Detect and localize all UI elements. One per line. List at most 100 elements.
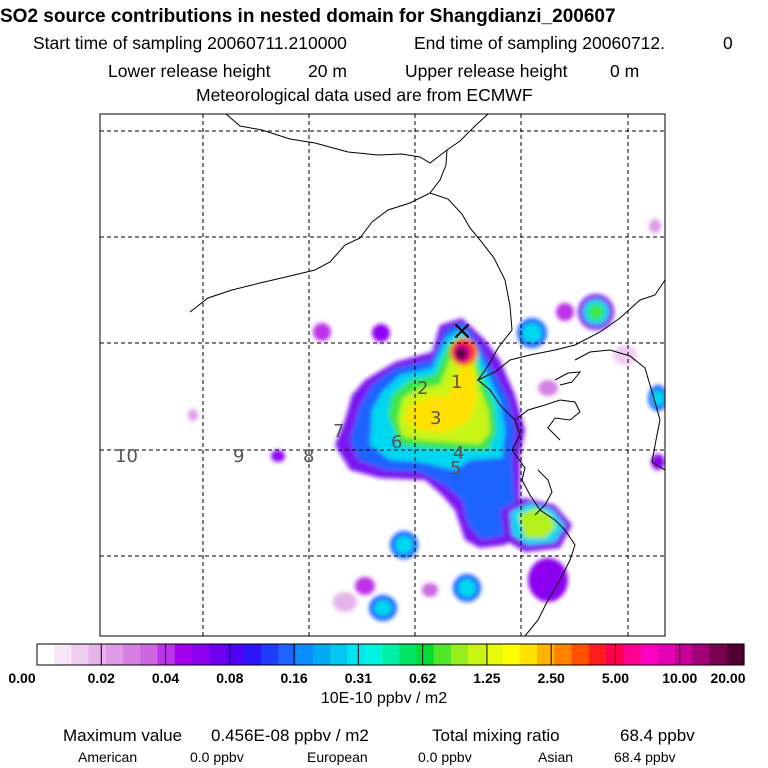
- blob: [588, 304, 604, 320]
- colorbar-cell: [519, 644, 538, 665]
- colorbar-cell: [675, 644, 693, 665]
- american-label: American: [78, 749, 138, 765]
- blob: [556, 303, 574, 321]
- colorbar-tick-label: 0.31: [345, 670, 372, 686]
- colorbar-cell: [450, 644, 469, 665]
- colorbar-cell: [485, 644, 504, 665]
- blob: [538, 380, 558, 396]
- asian-label: Asian: [538, 749, 574, 765]
- blob: [271, 450, 285, 462]
- colorbar-tick-label: 5.00: [602, 670, 629, 686]
- max-value-label: Maximum value: [63, 726, 183, 745]
- traj-label-6: 6: [391, 432, 402, 453]
- asian-value: 68.4 ppbv: [614, 749, 676, 765]
- upper-release-value: 0 m: [610, 61, 640, 81]
- blob: [651, 454, 665, 470]
- traj-label-3: 3: [430, 408, 441, 429]
- colorbar-cell: [312, 644, 331, 665]
- colorbar-cell: [433, 644, 452, 665]
- colorbar-cell: [261, 644, 280, 665]
- colorbar-tick-label: 0.62: [409, 670, 436, 686]
- colorbar-cell: [295, 644, 314, 665]
- plume-core-dark: [456, 348, 466, 360]
- colorbar-tick-label: 0.00: [8, 670, 35, 686]
- blob: [522, 323, 542, 343]
- colorbar-cell: [347, 644, 366, 665]
- colorbar-cell: [468, 644, 486, 665]
- colorbar: 0.00 0.02 0.04 0.08 0.16 0.31 0.62 1.25 2.50 5.00…: [8, 643, 746, 686]
- colorbar-cell: [105, 644, 124, 665]
- colorbar-cell: [537, 644, 555, 665]
- upper-release-label: Upper release height: [405, 61, 568, 81]
- colorbar-cell: [54, 644, 73, 665]
- colorbar-cell: [726, 644, 745, 665]
- plume-heatmap: [188, 219, 665, 621]
- traj-label-7: 7: [333, 421, 344, 442]
- colorbar-cell: [192, 644, 211, 665]
- american-value: 0.0 ppbv: [190, 749, 244, 765]
- start-time: Start time of sampling 20060711.210000: [33, 33, 347, 53]
- blob: [395, 536, 413, 554]
- coastlines: [189, 114, 665, 636]
- colorbar-tick-label: 0.08: [216, 670, 243, 686]
- colorbar-cell: [623, 644, 642, 665]
- total-mixing-label: Total mixing ratio: [432, 726, 560, 745]
- colorbar-cell: [416, 644, 435, 665]
- colorbar-frame: [36, 643, 745, 666]
- colorbar-tick-label: 0.16: [280, 670, 307, 686]
- blob: [313, 323, 331, 341]
- colorbar-cell: [381, 644, 400, 665]
- colorbar-unit: 10E-10 ppbv / m2: [320, 690, 448, 707]
- blob: [458, 579, 476, 597]
- colorbar-cell: [502, 644, 521, 665]
- traj-label-2: 2: [417, 378, 428, 399]
- colorbar-cell: [692, 644, 711, 665]
- colorbar-tick-label: 2.50: [538, 670, 565, 686]
- traj-label-4: 4: [453, 443, 464, 464]
- blob: [649, 219, 661, 233]
- blob: [188, 409, 198, 421]
- colorbar-cell: [588, 644, 607, 665]
- traj-label-8: 8: [303, 446, 314, 467]
- grid-lines: [100, 114, 665, 636]
- end-time-value: 0: [723, 33, 733, 53]
- traj-label-5: 5: [450, 458, 461, 479]
- met-data-source: Meteorological data used are from ECMWF: [196, 85, 533, 105]
- station-marker: ×: [451, 316, 473, 346]
- colorbar-cell: [554, 644, 573, 665]
- european-label: European: [307, 749, 368, 765]
- colorbar-tick-label: 10.00: [662, 670, 697, 686]
- colorbar-cell: [37, 644, 55, 665]
- lower-release-value: 20 m: [308, 61, 347, 81]
- colorbar-cell: [657, 644, 676, 665]
- colorbar-cell: [123, 644, 142, 665]
- blob: [374, 600, 392, 616]
- blob: [422, 583, 438, 597]
- colorbar-cell: [364, 644, 383, 665]
- colorbar-cell: [330, 644, 348, 665]
- colorbar-cell: [640, 644, 659, 665]
- colorbar-cell: [209, 644, 228, 665]
- patch-southeast-green: [518, 508, 556, 538]
- colorbar-tick-label: 0.04: [152, 670, 179, 686]
- colorbar-cell: [278, 644, 297, 665]
- colorbar-cell: [157, 644, 176, 665]
- page-title: SO2 source contributions in nested domai…: [0, 6, 616, 27]
- colorbar-cell: [140, 644, 159, 665]
- colorbar-cell: [571, 644, 590, 665]
- european-value: 0.0 ppbv: [418, 749, 472, 765]
- colorbar-cell: [399, 644, 417, 665]
- blob: [333, 592, 357, 612]
- colorbar-cell: [71, 644, 90, 665]
- lower-release-label: Lower release height: [108, 61, 271, 81]
- blob: [528, 558, 568, 602]
- map-frame: [99, 113, 666, 637]
- max-value: 0.456E-08 ppbv / m2: [211, 726, 369, 745]
- blob: [372, 324, 390, 342]
- colorbar-cell: [88, 644, 107, 665]
- total-mixing-value: 68.4 ppbv: [620, 726, 695, 745]
- end-time: End time of sampling 20060712.: [414, 33, 665, 53]
- colorbar-tick-label: 1.25: [473, 670, 500, 686]
- traj-label-9: 9: [233, 446, 244, 467]
